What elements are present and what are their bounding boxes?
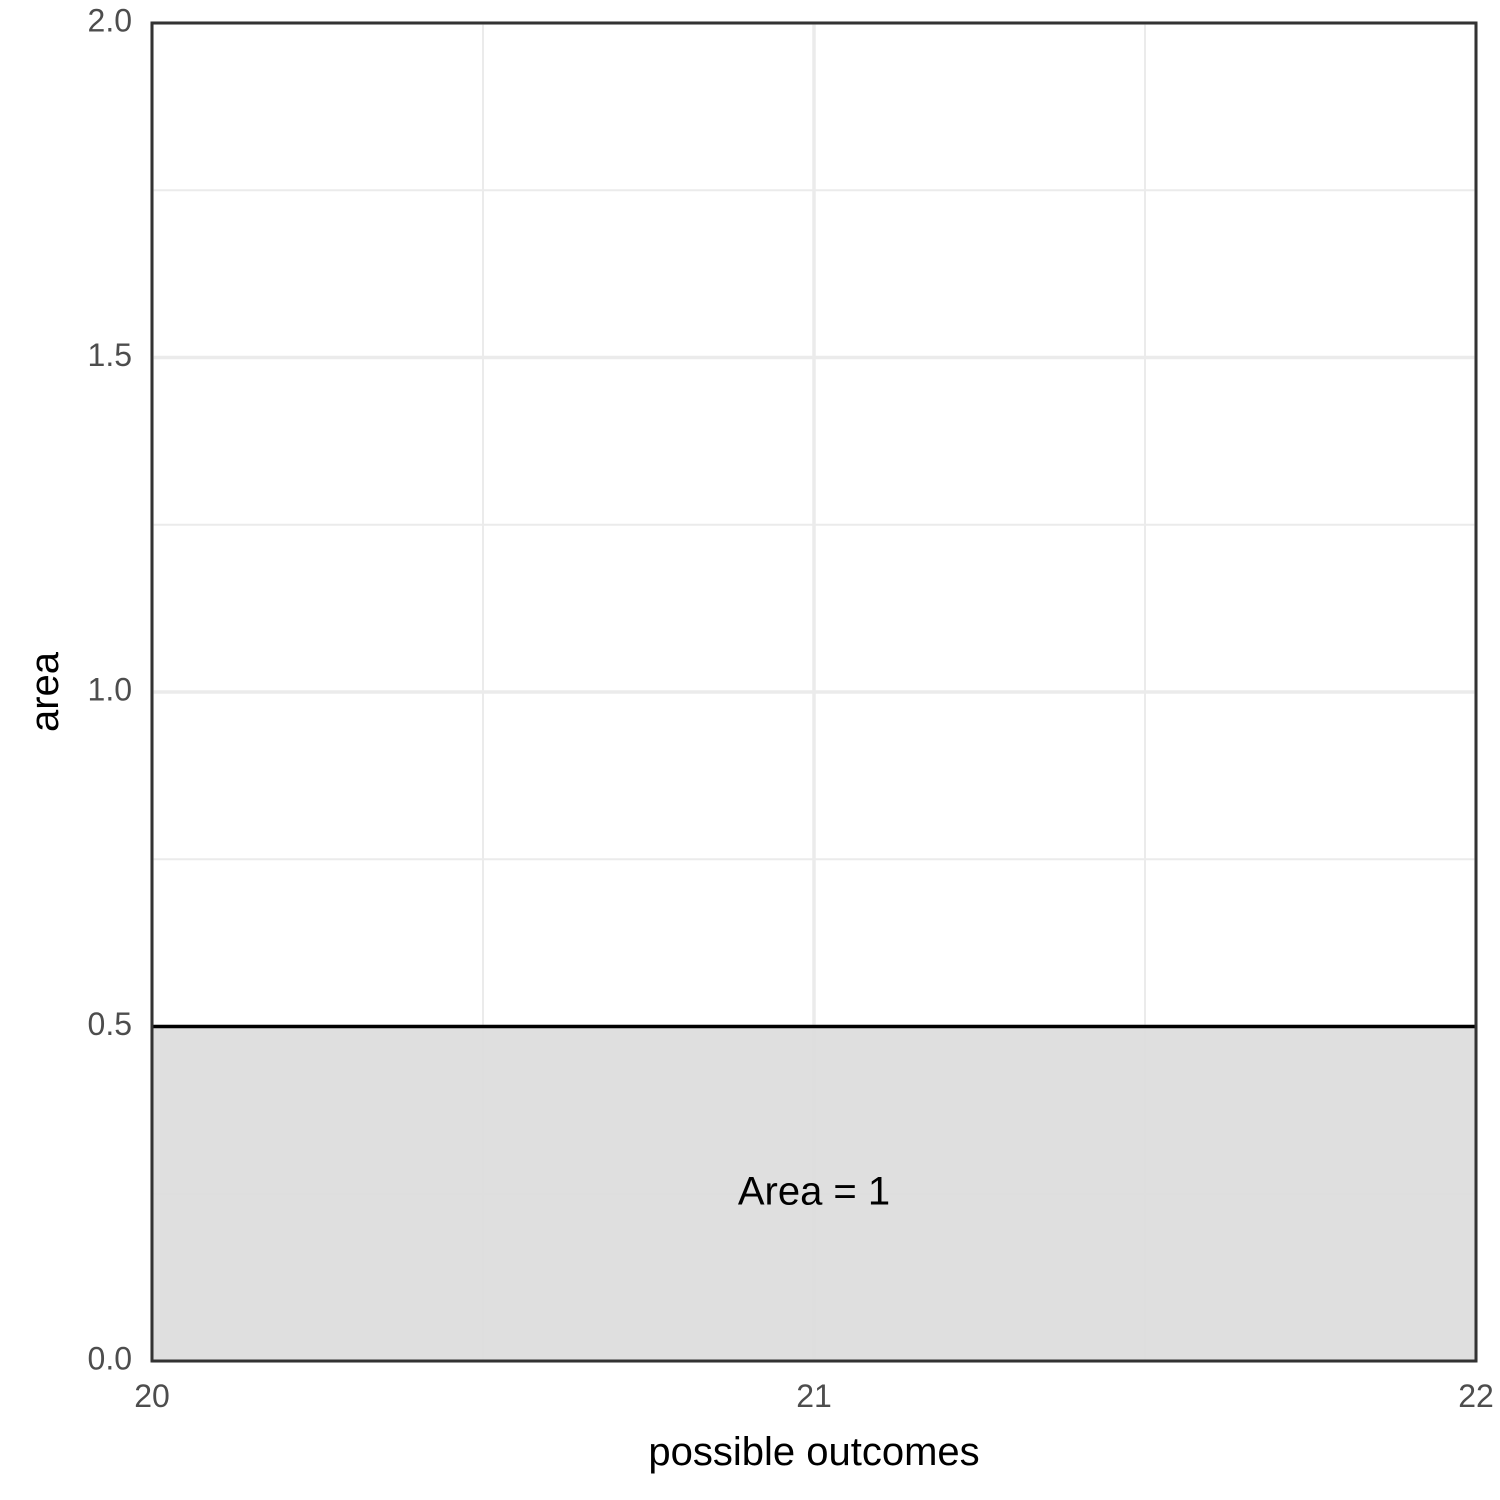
annotation-layer: Area = 1 (738, 1169, 890, 1213)
area-layer (152, 1024, 1476, 1361)
x-tick-label: 22 (1458, 1378, 1494, 1414)
x-tick-label: 20 (134, 1378, 170, 1414)
x-axis-title: possible outcomes (648, 1430, 979, 1474)
y-tick-label: 2.0 (88, 2, 132, 38)
y-axis-title: area (23, 651, 67, 732)
area-fill (152, 1026, 1476, 1361)
y-tick-label: 0.5 (88, 1006, 132, 1042)
y-tick-label: 1.5 (88, 337, 132, 373)
area-annotation: Area = 1 (738, 1169, 890, 1213)
tick-labels: 20 21 22 0.0 0.5 1.0 1.5 2.0 (88, 2, 1494, 1414)
panel-border (150, 21, 1478, 1363)
y-tick-label: 1.0 (88, 671, 132, 707)
x-tick-label: 21 (796, 1378, 832, 1414)
y-tick-label: 0.0 (88, 1340, 132, 1376)
panel-border-rect (150, 21, 1478, 1363)
